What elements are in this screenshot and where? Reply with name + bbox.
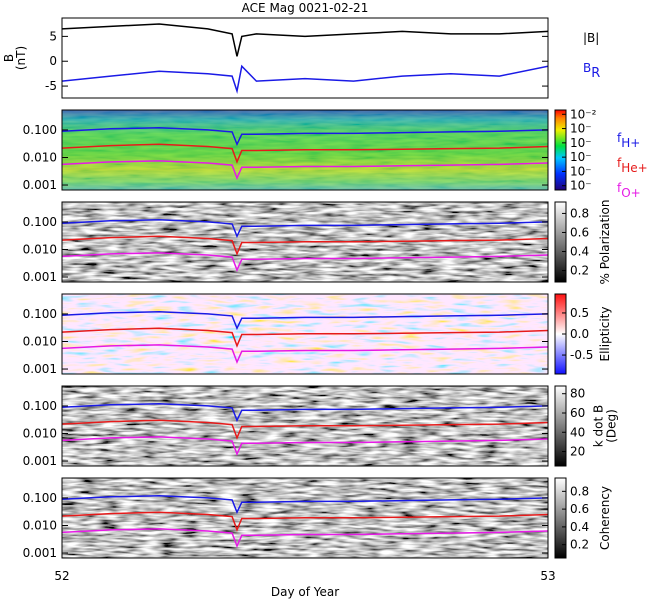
x-tick-label: 52 xyxy=(54,569,69,583)
colorbar-tick-label: 60 xyxy=(570,406,585,420)
colorbar-tick-label: -0.5 xyxy=(570,348,593,362)
legend-name: f xyxy=(617,131,622,145)
y-tick-label: -5 xyxy=(45,79,57,93)
y-tick-label: 0.001 xyxy=(23,546,57,560)
chart-title: ACE Mag 0021-02-21 xyxy=(242,1,369,15)
y-axis-label: (nT) xyxy=(14,46,28,70)
y-tick-label: 0.001 xyxy=(23,362,57,376)
plot-area xyxy=(62,202,548,282)
y-tick-label: 0.010 xyxy=(23,426,57,440)
legend-subscript: O+ xyxy=(621,186,641,200)
y-tick-label: 0.100 xyxy=(23,399,57,413)
data-line xyxy=(62,419,548,440)
axes-frame xyxy=(61,201,549,283)
legend-entry: fO+ xyxy=(617,181,641,200)
colorbar xyxy=(554,201,567,283)
colorbar xyxy=(554,385,567,467)
data-line xyxy=(62,235,548,256)
axes-frame xyxy=(61,17,549,99)
y-tick-label: 0.100 xyxy=(23,123,57,137)
colorbar-tick-label: 40 xyxy=(570,425,585,439)
colorbar-tick-label: 80 xyxy=(570,387,585,401)
data-line xyxy=(62,160,548,180)
data-line xyxy=(62,511,548,532)
axes-frame xyxy=(61,477,549,559)
legend-name: f xyxy=(617,156,622,170)
y-tick-label: 0.010 xyxy=(23,150,57,164)
y-tick-label: 0.100 xyxy=(23,307,57,321)
y-tick-label: 0.001 xyxy=(23,270,57,284)
colorbar-tick-label: 10⁻ xyxy=(570,122,592,136)
y-tick-label: 0.100 xyxy=(23,491,57,505)
y-tick-label: 0.010 xyxy=(23,518,57,532)
x-axis-label: Day of Year xyxy=(271,585,339,599)
colorbar-label: k dot B xyxy=(592,405,606,447)
axes-frame xyxy=(61,385,549,467)
colorbar-tick-label: 0.0 xyxy=(570,327,589,341)
y-axis-label: B xyxy=(2,54,16,62)
data-line xyxy=(62,327,548,348)
legend-entry: fHe+ xyxy=(617,156,648,175)
axes-frame xyxy=(61,109,549,191)
plot-area xyxy=(62,110,548,190)
colorbar-tick-label: 0.2 xyxy=(570,538,589,552)
legend-entry: fH+ xyxy=(617,131,640,150)
legend-name: f xyxy=(617,181,622,195)
plot-area xyxy=(62,478,548,558)
axes-frame xyxy=(61,293,549,375)
data-line xyxy=(62,143,548,164)
colorbar-tick-label: 10⁻ xyxy=(570,179,592,193)
colorbar-tick-label: 10⁻ xyxy=(570,164,592,178)
legend-subscript: R xyxy=(591,66,600,81)
y-tick-label: 0.100 xyxy=(23,215,57,229)
data-line xyxy=(62,127,548,147)
data-line xyxy=(62,219,548,239)
y-tick-label: 0.001 xyxy=(23,178,57,192)
legend-name: B xyxy=(583,61,591,75)
colorbar-label: (Deg) xyxy=(605,409,619,443)
plot-area xyxy=(62,23,548,94)
colorbar-tick-label: 0.4 xyxy=(570,245,589,259)
colorbar xyxy=(554,477,567,559)
legend-name: |B| xyxy=(583,31,599,45)
data-line xyxy=(62,252,548,272)
colorbar-tick-label: 0.2 xyxy=(570,264,589,278)
colorbar-tick-label: 0.6 xyxy=(570,225,589,239)
colorbar-label: Ellipticity xyxy=(598,307,612,362)
x-tick-label: 53 xyxy=(540,569,555,583)
y-tick-label: 0.010 xyxy=(23,334,57,348)
colorbar-tick-label: 20 xyxy=(570,445,585,459)
colorbar-tick-label: 0.8 xyxy=(570,206,589,220)
y-tick-label: 0.001 xyxy=(23,454,57,468)
colorbar-label: % Polarization xyxy=(598,200,612,285)
colorbar-tick-label: 0.4 xyxy=(570,520,589,534)
data-line xyxy=(62,23,548,57)
data-line xyxy=(62,436,548,456)
colorbar-tick-label: 10⁻ xyxy=(570,150,592,164)
data-line xyxy=(62,528,548,548)
colorbar xyxy=(554,109,567,191)
colorbar-label: Coherency xyxy=(598,486,612,550)
colorbar-tick-label: 0.5 xyxy=(570,306,589,320)
data-line xyxy=(62,311,548,331)
colorbar-tick-label: 0.6 xyxy=(570,502,589,516)
legend-subscript: He+ xyxy=(621,161,647,175)
colorbar-tick-label: 10⁻² xyxy=(570,107,597,121)
data-line xyxy=(62,64,548,94)
plot-area xyxy=(62,294,548,374)
data-line xyxy=(62,495,548,515)
data-line xyxy=(62,403,548,423)
legend-subscript: H+ xyxy=(621,136,640,150)
legend-entry: |B| xyxy=(583,31,599,45)
data-line xyxy=(62,344,548,364)
colorbar-tick-label: 10⁻ xyxy=(570,136,592,150)
plot-area xyxy=(62,386,548,466)
y-tick-label: 0.010 xyxy=(23,242,57,256)
y-tick-label: 5 xyxy=(49,29,57,43)
y-tick-label: 0 xyxy=(49,54,57,68)
colorbar-tick-label: 0.8 xyxy=(570,484,589,498)
legend-entry: BR xyxy=(583,61,600,81)
